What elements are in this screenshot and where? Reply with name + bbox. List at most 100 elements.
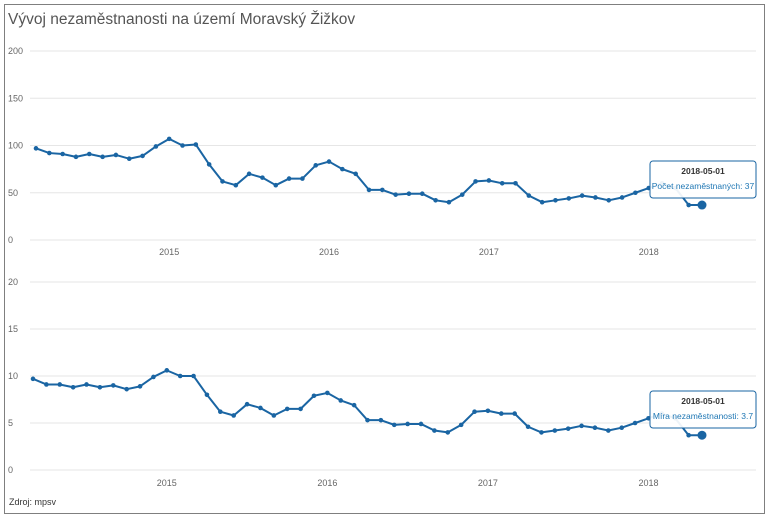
data-point[interactable] [137,384,143,389]
data-point[interactable] [553,198,558,203]
data-point[interactable] [592,425,598,431]
data-point[interactable] [218,409,223,415]
data-point[interactable] [485,408,491,414]
data-point[interactable] [512,411,517,416]
data-point[interactable] [378,417,384,423]
data-point[interactable] [565,426,571,431]
data-point[interactable] [260,175,265,180]
y-tick-label: 15 [8,324,18,334]
data-point[interactable] [220,179,225,184]
data-point[interactable] [206,162,212,167]
data-point[interactable] [579,193,585,198]
data-point[interactable] [193,142,199,147]
data-point[interactable] [86,151,92,157]
data-point[interactable] [151,374,156,380]
data-point[interactable] [619,425,625,431]
data-point[interactable] [633,190,638,196]
data-point[interactable] [686,432,691,438]
data-point[interactable] [244,401,250,407]
data-point[interactable] [44,382,49,387]
data-point[interactable] [458,422,464,428]
data-point[interactable] [258,405,263,411]
data-point[interactable] [445,430,451,435]
data-point[interactable] [126,156,132,162]
data-point[interactable] [284,406,290,412]
data-point[interactable] [405,421,410,427]
data-point[interactable] [593,195,598,200]
data-point[interactable] [271,413,277,418]
data-point[interactable] [231,413,236,418]
data-point[interactable] [166,136,172,142]
data-point[interactable] [365,417,370,423]
data-point[interactable] [472,409,477,415]
data-point[interactable] [300,176,305,181]
data-point[interactable] [539,199,545,205]
data-point[interactable] [351,402,357,408]
data-point[interactable] [353,171,358,177]
data-point[interactable] [30,376,36,382]
data-point[interactable] [164,368,170,373]
data-point[interactable] [140,153,145,159]
data-point[interactable] [191,373,196,379]
data-point[interactable] [606,198,612,203]
data-point[interactable] [393,192,398,197]
data-point[interactable] [124,386,129,392]
data-point[interactable] [539,430,544,435]
data-point[interactable] [632,420,638,426]
data-point[interactable] [406,191,412,196]
data-point[interactable] [84,382,89,387]
data-point[interactable] [566,196,572,201]
data-point[interactable] [110,383,116,388]
data-point[interactable] [204,392,210,398]
data-point[interactable] [459,192,465,197]
data-point[interactable] [486,178,492,183]
data-point[interactable] [153,144,159,149]
data-point[interactable] [325,390,330,396]
data-point[interactable] [180,143,185,148]
data-point[interactable] [619,195,625,200]
data-point[interactable] [326,159,332,164]
data-point[interactable] [418,421,424,427]
data-point[interactable] [97,384,103,390]
data-point[interactable] [366,187,372,193]
data-point[interactable] [311,393,317,399]
data-point[interactable] [313,163,319,168]
data-point[interactable] [273,182,279,188]
data-point[interactable] [47,150,52,156]
data-point[interactable] [60,151,65,157]
highlighted-data-point[interactable] [697,430,707,440]
data-point[interactable] [606,428,611,433]
data-point[interactable] [73,154,79,160]
data-point[interactable] [686,202,691,208]
data-point[interactable] [446,199,452,205]
data-point[interactable] [70,384,76,390]
data-point[interactable] [473,179,478,184]
data-point[interactable] [499,181,505,186]
data-point[interactable] [552,428,558,433]
data-point[interactable] [419,191,425,196]
data-point[interactable] [526,193,532,198]
data-point[interactable] [579,423,584,429]
data-point[interactable] [340,166,345,172]
data-point[interactable] [525,424,531,430]
data-point[interactable] [499,411,504,416]
y-tick-label: 150 [8,93,23,103]
x-tick-label: 2015 [159,247,179,257]
data-point[interactable] [233,182,239,188]
data-point[interactable] [286,176,292,181]
data-point[interactable] [100,154,105,160]
data-point[interactable] [298,406,303,412]
data-point[interactable] [513,181,518,186]
highlighted-data-point[interactable] [697,200,707,210]
data-point[interactable] [246,171,252,177]
chart-frame [4,4,765,514]
data-point[interactable] [57,382,63,387]
data-point[interactable] [33,146,39,151]
data-point[interactable] [113,152,119,158]
data-point[interactable] [433,198,438,203]
data-point[interactable] [338,398,344,403]
data-point[interactable] [380,187,385,193]
data-point[interactable] [177,373,183,379]
data-point[interactable] [391,422,397,428]
data-point[interactable] [432,428,437,433]
